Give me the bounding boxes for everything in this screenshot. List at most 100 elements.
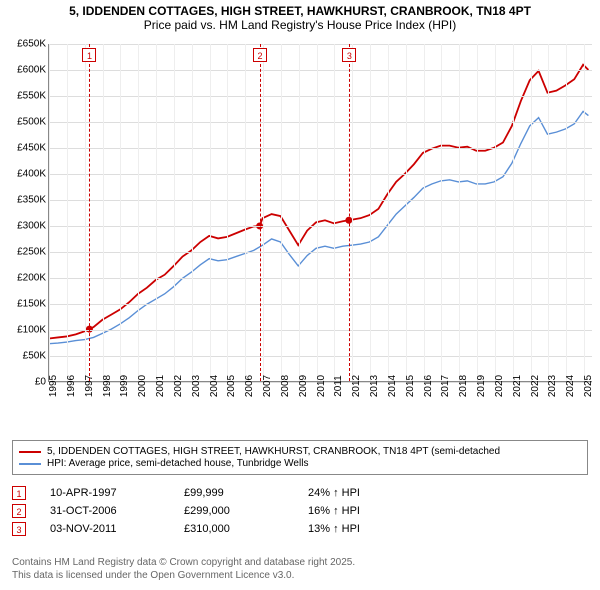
series-line-property <box>49 65 588 339</box>
gridline-v <box>548 44 549 381</box>
x-tick-label: 2025 <box>583 375 594 397</box>
copyright: Contains HM Land Registry data © Crown c… <box>12 552 588 586</box>
sale-number-box: 2 <box>12 504 26 518</box>
x-tick-label: 2015 <box>405 375 416 397</box>
x-tick-label: 2020 <box>494 375 505 397</box>
legend-label: HPI: Average price, semi-detached house,… <box>47 458 308 469</box>
x-tick-label: 2022 <box>530 375 541 397</box>
y-tick-label: £400K <box>2 169 46 180</box>
gridline-v <box>495 44 496 381</box>
legend-swatch <box>19 463 41 465</box>
x-tick-label: 2002 <box>173 375 184 397</box>
sale-row: 2 31-OCT-2006 £299,000 16% ↑ HPI <box>12 504 588 518</box>
copyright-line1: Contains HM Land Registry data © Crown c… <box>12 556 588 569</box>
legend-item: HPI: Average price, semi-detached house,… <box>19 458 581 469</box>
gridline-v <box>299 44 300 381</box>
x-tick-label: 2011 <box>333 375 344 397</box>
gridline-h <box>49 122 592 123</box>
x-tick-label: 2021 <box>512 375 523 397</box>
gridline-v <box>263 44 264 381</box>
y-tick-label: £650K <box>2 39 46 50</box>
x-tick-label: 2024 <box>565 375 576 397</box>
gridline-h <box>49 330 592 331</box>
x-tick-label: 2016 <box>423 375 434 397</box>
gridline-v <box>459 44 460 381</box>
sale-price: £299,000 <box>184 505 284 517</box>
gridline-v <box>352 44 353 381</box>
title-line2: Price paid vs. HM Land Registry's House … <box>8 18 592 32</box>
gridline-v <box>192 44 193 381</box>
sale-row: 303-NOV-2011£310,00013% ↑ HPI <box>12 522 588 536</box>
gridline-v <box>156 44 157 381</box>
y-tick-label: £250K <box>2 247 46 258</box>
sale-delta: 24% ↑ HPI <box>308 487 408 499</box>
gridline-v <box>388 44 389 381</box>
sale-number-box: 1 <box>12 486 26 500</box>
gridline-v <box>317 44 318 381</box>
gridline-v <box>406 44 407 381</box>
gridline-v <box>120 44 121 381</box>
sale-date: 31-OCT-2006 <box>50 505 160 517</box>
x-tick-label: 2019 <box>476 375 487 397</box>
y-tick-label: £500K <box>2 117 46 128</box>
y-tick-label: £100K <box>2 325 46 336</box>
x-tick-label: 2018 <box>458 375 469 397</box>
x-tick-label: 1998 <box>102 375 113 397</box>
x-tick-label: 2013 <box>369 375 380 397</box>
x-tick-label: 2008 <box>280 375 291 397</box>
y-tick-label: £450K <box>2 143 46 154</box>
y-tick-label: £300K <box>2 221 46 232</box>
sale-marker-box: 2 <box>253 48 267 62</box>
x-tick-label: 2010 <box>316 375 327 397</box>
gridline-v <box>245 44 246 381</box>
legend-swatch <box>19 451 41 453</box>
gridline-v <box>424 44 425 381</box>
chart-container: 5, IDDENDEN COTTAGES, HIGH STREET, HAWKH… <box>0 0 600 590</box>
sale-number-box: 3 <box>12 522 26 536</box>
sale-price: £99,999 <box>184 487 284 499</box>
x-tick-label: 1999 <box>119 375 130 397</box>
sale-delta: 16% ↑ HPI <box>308 505 408 517</box>
sale-price: £310,000 <box>184 523 284 535</box>
y-tick-label: £0 <box>2 377 46 388</box>
x-tick-label: 1997 <box>84 375 95 397</box>
legend-label: 5, IDDENDEN COTTAGES, HIGH STREET, HAWKH… <box>47 446 500 457</box>
x-tick-label: 2023 <box>547 375 558 397</box>
gridline-v <box>210 44 211 381</box>
gridline-v <box>334 44 335 381</box>
x-tick-label: 1995 <box>48 375 59 397</box>
legend: 5, IDDENDEN COTTAGES, HIGH STREET, HAWKH… <box>12 440 588 475</box>
sale-delta: 13% ↑ HPI <box>308 523 408 535</box>
gridline-v <box>174 44 175 381</box>
sale-marker-box: 3 <box>342 48 356 62</box>
x-tick-label: 1996 <box>66 375 77 397</box>
y-tick-label: £200K <box>2 273 46 284</box>
gridline-h <box>49 70 592 71</box>
gridline-v <box>85 44 86 381</box>
gridline-h <box>49 44 592 45</box>
gridline-v <box>566 44 567 381</box>
gridline-h <box>49 200 592 201</box>
y-tick-label: £600K <box>2 65 46 76</box>
x-tick-label: 2003 <box>191 375 202 397</box>
sales-table: 110-APR-1997£99,99924% ↑ HPI231-OCT-2006… <box>12 482 588 540</box>
gridline-h <box>49 278 592 279</box>
x-tick-label: 2007 <box>262 375 273 397</box>
legend-item: 5, IDDENDEN COTTAGES, HIGH STREET, HAWKH… <box>19 446 581 457</box>
x-tick-label: 2009 <box>298 375 309 397</box>
gridline-v <box>584 44 585 381</box>
chart-title: 5, IDDENDEN COTTAGES, HIGH STREET, HAWKH… <box>0 0 600 34</box>
y-tick-label: £550K <box>2 91 46 102</box>
title-line1: 5, IDDENDEN COTTAGES, HIGH STREET, HAWKH… <box>8 4 592 18</box>
gridline-v <box>49 44 50 381</box>
gridline-v <box>441 44 442 381</box>
y-tick-label: £150K <box>2 299 46 310</box>
x-tick-label: 2006 <box>244 375 255 397</box>
x-tick-label: 2004 <box>209 375 220 397</box>
chart-area: 123 £0£50K£100K£150K£200K£250K£300K£350K… <box>0 36 600 436</box>
sale-marker-box: 1 <box>82 48 96 62</box>
x-tick-label: 2001 <box>155 375 166 397</box>
sale-row: 110-APR-1997£99,99924% ↑ HPI <box>12 486 588 500</box>
gridline-v <box>227 44 228 381</box>
x-tick-label: 2012 <box>351 375 362 397</box>
